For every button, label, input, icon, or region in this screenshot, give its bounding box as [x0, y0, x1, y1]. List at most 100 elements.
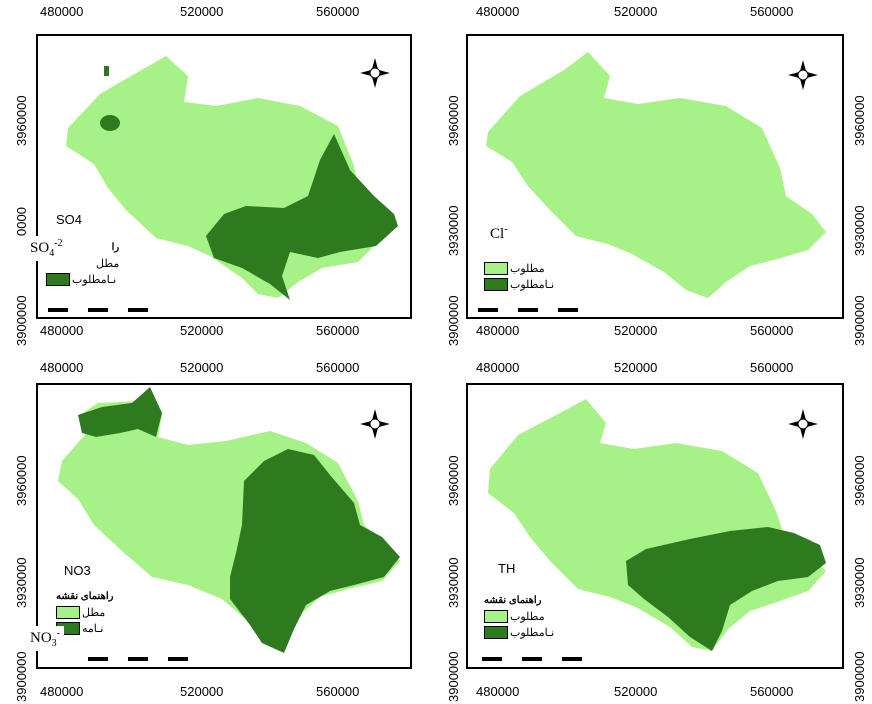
legend: را مطل نـامطلوب	[46, 242, 119, 287]
legend-label: نـامطلوب	[72, 273, 117, 286]
panel-label: NO3	[64, 563, 91, 578]
map-so4	[48, 56, 398, 312]
y-tick: 3900000	[852, 295, 867, 346]
x-tick-top: 520000	[180, 360, 224, 375]
y-tick: 3930000	[852, 557, 867, 608]
legend-label: نـامه	[82, 622, 104, 635]
legend-item: نـامطلوب	[484, 276, 554, 292]
legend-item: نـامطلوب	[484, 624, 554, 640]
y-tick: 3930000	[852, 205, 867, 256]
north-arrow-icon	[788, 409, 818, 439]
panel-cl: مطلوب نـامطلوب	[466, 34, 844, 319]
map-no3	[58, 387, 400, 661]
x-tick-bottom: 560000	[316, 323, 360, 338]
legend-label: مطلوب	[510, 262, 545, 275]
y-tick: 3930000	[446, 557, 461, 608]
chemical-label: SO4-2	[26, 236, 67, 261]
x-tick-top: 560000	[750, 360, 794, 375]
y-tick: 0000	[14, 207, 29, 236]
x-tick-bottom: 560000	[750, 684, 794, 699]
x-tick-top: 480000	[40, 360, 84, 375]
north-arrow-icon	[788, 60, 818, 90]
x-tick-bottom: 520000	[180, 684, 224, 699]
legend-title: راهنمای نقشه	[484, 595, 542, 606]
y-tick: 3900000	[852, 651, 867, 702]
legend-swatch	[46, 272, 70, 286]
y-tick: 3960000	[446, 95, 461, 146]
legend: مطلوب نـامطلوب	[484, 260, 554, 292]
region-desired	[486, 52, 826, 298]
y-tick: 3900000	[14, 295, 29, 346]
x-tick-top: 520000	[614, 360, 658, 375]
legend-label: مطل	[82, 606, 106, 619]
legend: راهنمای نقشه مطل نـامه	[56, 591, 113, 636]
north-arrow-icon	[360, 409, 390, 439]
scalebar	[48, 308, 148, 312]
x-tick-top: 560000	[750, 4, 794, 19]
y-tick: 3900000	[446, 295, 461, 346]
panel-no3: NO3 راهنمای نقشه مطل نـامه	[36, 383, 412, 669]
x-tick-top: 520000	[180, 4, 224, 19]
chemical-label: Cl-	[486, 222, 512, 245]
panel-so4: SO4 را مطل نـامطلوب	[36, 34, 412, 319]
legend-title: راهنمای نقشه	[56, 591, 114, 602]
region-undesired	[206, 134, 398, 300]
y-tick: 3900000	[446, 651, 461, 702]
x-tick-bottom: 480000	[40, 323, 84, 338]
legend-item: نـامطلوب	[46, 271, 119, 287]
x-tick-top: 480000	[476, 360, 520, 375]
legend-swatch	[56, 605, 80, 619]
x-tick-bottom: 480000	[476, 684, 520, 699]
map-cl	[478, 52, 826, 312]
x-tick-bottom: 520000	[180, 323, 224, 338]
x-tick-bottom: 560000	[750, 323, 794, 338]
x-tick-top: 560000	[316, 4, 360, 19]
x-tick-top: 480000	[40, 4, 84, 19]
y-tick: 3900000	[14, 651, 29, 702]
chemical-label: NO3-	[26, 626, 65, 651]
legend-item: مطل	[56, 604, 113, 620]
north-arrow-icon	[360, 58, 390, 88]
y-tick: 3960000	[852, 455, 867, 506]
legend-title: را	[111, 242, 120, 253]
legend-label: نـامطلوب	[510, 278, 555, 291]
y-tick: 3930000	[446, 205, 461, 256]
y-tick: 3960000	[14, 455, 29, 506]
legend-item: مطلوب	[484, 608, 554, 624]
scalebar	[482, 657, 582, 661]
map-th	[482, 399, 826, 661]
legend-swatch	[484, 261, 508, 275]
legend-item: مطل	[46, 255, 119, 271]
x-tick-bottom: 520000	[614, 684, 658, 699]
legend: راهنمای نقشه مطلوب نـامطلوب	[484, 595, 554, 640]
scalebar	[88, 657, 188, 661]
legend-swatch	[484, 277, 508, 291]
legend-swatch	[484, 625, 508, 639]
x-tick-bottom: 480000	[476, 323, 520, 338]
legend-item: نـامه	[56, 620, 113, 636]
x-tick-top: 520000	[614, 4, 658, 19]
x-tick-bottom: 560000	[316, 684, 360, 699]
region-undesired	[626, 527, 826, 651]
x-tick-bottom: 520000	[614, 323, 658, 338]
legend-label: نـامطلوب	[510, 626, 555, 639]
x-tick-top: 480000	[476, 4, 520, 19]
scalebar	[478, 308, 578, 312]
legend-item: مطلوب	[484, 260, 554, 276]
y-tick: 3930000	[14, 557, 29, 608]
legend-swatch	[484, 609, 508, 623]
region-undesired-spot	[100, 115, 120, 131]
y-tick: 3960000	[446, 455, 461, 506]
y-tick: 3960000	[852, 95, 867, 146]
y-tick: 3960000	[14, 95, 29, 146]
panel-th: TH راهنمای نقشه مطلوب نـامطلوب	[466, 383, 844, 669]
region-undesired	[230, 449, 400, 653]
legend-label: مطلوب	[510, 610, 545, 623]
x-tick-top: 560000	[316, 360, 360, 375]
legend-label: مطل	[96, 257, 120, 270]
panel-label: SO4	[56, 212, 83, 227]
x-tick-bottom: 480000	[40, 684, 84, 699]
panel-label: TH	[498, 561, 516, 576]
region-undesired	[78, 387, 162, 437]
